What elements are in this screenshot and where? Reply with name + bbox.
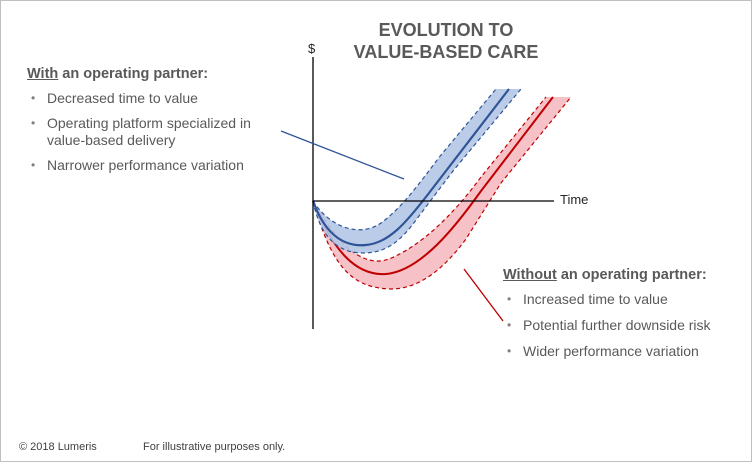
red-band-lower-edge <box>312 96 572 290</box>
with-partner-heading-emphasis: With <box>27 66 59 82</box>
y-axis-label: $ <box>308 41 316 56</box>
bullet-item: Increased time to value <box>503 291 753 308</box>
with-callout-line <box>280 130 405 180</box>
with-partner-bullets: Decreased time to value Operating platfo… <box>27 90 307 174</box>
without-partner-bullets: Increased time to value Potential furthe… <box>503 291 753 360</box>
title-line-1: EVOLUTION TO <box>378 20 514 40</box>
blue-band-upper-edge <box>312 88 497 231</box>
with-partner-heading-rest: an operating partner: <box>58 66 209 82</box>
red-variation-band <box>313 97 571 289</box>
bullet-item: Narrower performance variation <box>27 157 307 174</box>
blue-band-lower-edge <box>312 88 522 254</box>
blue-value-curve <box>311 88 510 247</box>
title-line-2: VALUE-BASED CARE <box>353 42 539 62</box>
copyright-text: © 2018 Lumeris <box>19 441 97 453</box>
with-partner-panel: With an operating partner: Decreased tim… <box>27 66 307 182</box>
without-partner-heading: Without an operating partner: <box>503 267 753 283</box>
without-callout-line <box>463 268 504 322</box>
bullet-item: Operating platform specialized in value-… <box>27 115 287 149</box>
illustrative-note: For illustrative purposes only. <box>143 441 286 453</box>
x-axis-label: Time <box>560 192 589 207</box>
bullet-item: Decreased time to value <box>27 90 307 107</box>
without-partner-heading-rest: an operating partner: <box>556 267 707 283</box>
bullet-item: Potential further downside risk <box>503 317 753 334</box>
without-partner-panel: Without an operating partner: Increased … <box>503 267 753 369</box>
diagram-title: EVOLUTION TO VALUE-BASED CARE <box>331 19 561 63</box>
blue-variation-band <box>313 89 521 253</box>
with-partner-heading: With an operating partner: <box>27 66 307 82</box>
without-partner-heading-emphasis: Without <box>503 267 557 283</box>
bullet-item: Wider performance variation <box>503 343 753 360</box>
